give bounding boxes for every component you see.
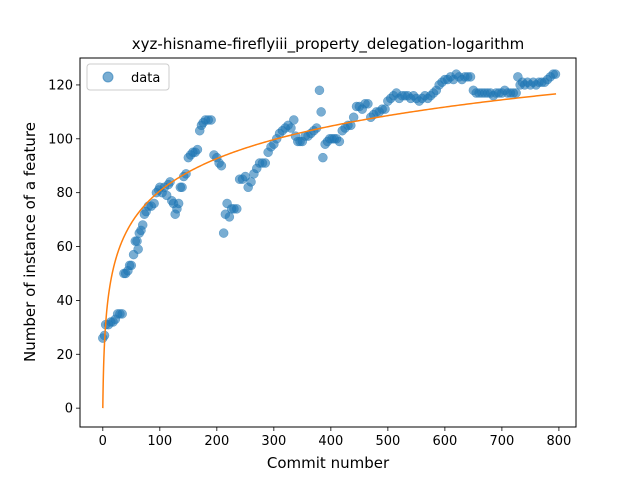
data-point xyxy=(511,88,521,98)
y-tick-label: 120 xyxy=(48,78,73,93)
fit-curve xyxy=(102,93,557,409)
data-point xyxy=(132,236,142,246)
data-point xyxy=(117,309,127,319)
x-tick-label: 600 xyxy=(432,434,457,449)
data-point xyxy=(137,220,148,230)
data-point xyxy=(286,123,296,133)
y-tick-label: 60 xyxy=(56,240,73,255)
x-axis-label: Commit number xyxy=(267,454,390,472)
data-point xyxy=(126,260,137,271)
data-point xyxy=(216,160,227,171)
y-tick-label: 0 xyxy=(65,402,73,417)
legend: data xyxy=(86,63,170,91)
legend-entry-data: data xyxy=(131,71,160,86)
data-point xyxy=(218,228,229,238)
legend-marker xyxy=(102,71,114,83)
x-axis-ticks: 0 100 200 300 400 500 600 700 800 xyxy=(99,427,571,449)
data-point xyxy=(246,177,256,187)
data-point xyxy=(314,85,325,96)
data-point xyxy=(363,99,373,109)
y-tick-label: 20 xyxy=(56,348,73,363)
data-point xyxy=(206,115,216,125)
x-tick-label: 200 xyxy=(204,434,229,449)
data-point xyxy=(380,104,390,114)
axes-frame xyxy=(79,57,577,428)
data-point xyxy=(334,136,345,147)
data-point xyxy=(177,182,187,193)
data-point xyxy=(318,152,328,163)
y-tick-label: 80 xyxy=(56,186,73,201)
data-point xyxy=(149,198,159,209)
legend-box xyxy=(86,63,170,91)
x-tick-label: 0 xyxy=(99,434,107,449)
chart-title: xyz-hisname-fireflyiii_property_delegati… xyxy=(132,35,524,54)
y-axis-label: Number of instance of a feature xyxy=(21,122,39,362)
y-axis-ticks: 0 20 40 60 80 100 120 xyxy=(48,78,80,417)
data-point xyxy=(260,158,271,168)
x-tick-label: 800 xyxy=(546,434,571,449)
data-point xyxy=(232,204,242,214)
data-point xyxy=(192,144,203,155)
x-tick-label: 400 xyxy=(318,434,343,449)
data-point xyxy=(550,69,561,79)
data-point xyxy=(173,198,184,209)
x-tick-label: 700 xyxy=(489,434,514,449)
x-tick-label: 100 xyxy=(147,434,172,449)
y-tick-label: 100 xyxy=(48,132,73,147)
data-point xyxy=(224,212,235,222)
data-point xyxy=(133,244,143,254)
data-point xyxy=(465,72,476,82)
data-point xyxy=(289,115,299,125)
data-point xyxy=(316,107,326,117)
x-tick-label: 300 xyxy=(261,434,286,449)
x-tick-label: 500 xyxy=(375,434,400,449)
y-tick-label: 40 xyxy=(56,294,73,309)
plot-marks xyxy=(98,69,561,409)
